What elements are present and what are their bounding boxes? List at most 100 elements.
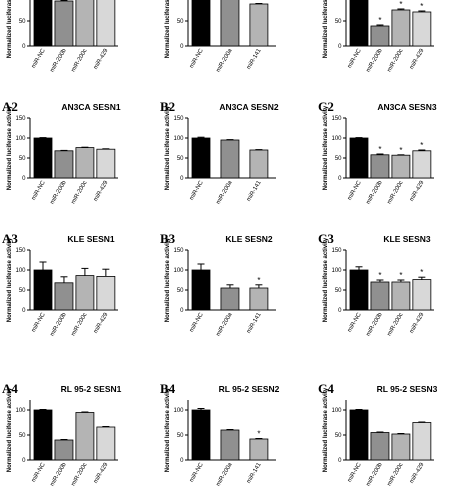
significance-star: * bbox=[399, 0, 402, 9]
category-label: miR-141 bbox=[246, 47, 263, 70]
category-label: miR-200a bbox=[215, 311, 234, 337]
panel-title: AN3CA SESN1 bbox=[61, 102, 121, 112]
y-tick-label: 150 bbox=[173, 248, 184, 254]
category-label: miR-200c bbox=[387, 312, 405, 337]
significance-star: * bbox=[257, 430, 260, 439]
significance-star: * bbox=[420, 2, 423, 11]
y-tick-label: 0 bbox=[180, 458, 184, 464]
panel-a1: Normalized luciferase activity050100miR-… bbox=[0, 0, 158, 86]
category-label: miR-429 bbox=[93, 179, 110, 202]
y-tick-label: 50 bbox=[177, 433, 184, 439]
bar bbox=[33, 137, 53, 179]
category-label: miR-200a bbox=[215, 179, 234, 205]
bar bbox=[75, 275, 95, 311]
panel-title: KLE SESN1 bbox=[67, 234, 115, 244]
category-label: miR-200c bbox=[387, 48, 405, 73]
category-label: miR-141 bbox=[246, 461, 263, 484]
y-tick-label: 100 bbox=[15, 268, 26, 274]
category-label: miR-NC bbox=[189, 47, 205, 69]
category-label: miR-429 bbox=[409, 47, 426, 70]
significance-star: * bbox=[378, 145, 381, 154]
y-axis-label: Normalized luciferase activity bbox=[7, 105, 13, 190]
bar bbox=[412, 11, 432, 47]
bar bbox=[349, 137, 369, 179]
y-tick-label: 50 bbox=[19, 433, 26, 439]
significance-star: * bbox=[420, 141, 423, 150]
category-label: miR-429 bbox=[409, 179, 426, 202]
y-tick-label: 0 bbox=[338, 458, 342, 464]
panel-a3: A3 KLE SESN1 Normalized luciferase activ… bbox=[0, 232, 158, 350]
bar bbox=[412, 422, 432, 461]
y-axis-label: Normalized luciferase activity bbox=[323, 0, 329, 58]
panel-letter: B4 bbox=[160, 381, 176, 396]
bar bbox=[220, 0, 240, 47]
y-tick-label: 0 bbox=[338, 308, 342, 314]
y-axis-label: Normalized luciferase activity bbox=[165, 237, 171, 322]
y-axis-label: Normalized luciferase activity bbox=[7, 237, 13, 322]
category-label: miR-NC bbox=[347, 461, 363, 483]
panel-a2: A2 AN3CA SESN1 Normalized luciferase act… bbox=[0, 100, 158, 218]
bar bbox=[249, 438, 269, 461]
y-tick-label: 100 bbox=[331, 136, 342, 142]
bar bbox=[391, 154, 411, 179]
significance-star: * bbox=[378, 16, 381, 25]
y-tick-label: 100 bbox=[173, 408, 184, 414]
bar bbox=[249, 149, 269, 179]
y-axis-label: Normalized luciferase activity bbox=[323, 387, 329, 472]
significance-star: * bbox=[378, 271, 381, 280]
panel-letter: C2 bbox=[318, 99, 334, 114]
panel-c2: C2 AN3CA SESN3 Normalized luciferase act… bbox=[316, 100, 474, 218]
bar bbox=[220, 139, 240, 179]
category-label: miR-429 bbox=[93, 461, 110, 484]
bar bbox=[191, 137, 211, 179]
y-tick-label: 50 bbox=[19, 156, 26, 162]
bar bbox=[391, 9, 411, 47]
figure-grid: Normalized luciferase activity 0 50 100 miR-… bbox=[0, 0, 474, 488]
panel-b1: Normalized luciferase activity050100miR-… bbox=[158, 0, 316, 86]
y-tick-label: 0 bbox=[180, 176, 184, 182]
bar bbox=[33, 0, 53, 47]
category-label: miR-NC bbox=[189, 179, 205, 201]
chart-b3: Normalized luciferase activity 0 50 100 150 m… bbox=[165, 237, 276, 338]
y-tick-label: 50 bbox=[177, 19, 184, 25]
category-label: miR-200c bbox=[387, 180, 405, 205]
y-tick-label: 100 bbox=[331, 408, 342, 414]
bar bbox=[96, 276, 116, 311]
y-tick-label: 100 bbox=[173, 136, 184, 142]
bar bbox=[191, 409, 211, 461]
panel-c4: C4 RL 95-2 SESN3 Normalized luciferase a… bbox=[316, 382, 474, 500]
panel-a4: A4 RL 95-2 SESN1 Normalized luciferase a… bbox=[0, 382, 158, 500]
category-label: miR-NC bbox=[31, 311, 47, 333]
category-label: miR-NC bbox=[347, 311, 363, 333]
y-axis-label: Normalized luciferase activity bbox=[323, 105, 329, 190]
chart-b1: Normalized luciferase activity050100miR-… bbox=[165, 0, 276, 74]
significance-star: * bbox=[399, 271, 402, 280]
category-label: miR-200b bbox=[49, 311, 68, 337]
category-label: miR-200c bbox=[71, 312, 89, 337]
y-axis-label: Normalized luciferase activity bbox=[7, 387, 13, 472]
y-axis-label: Normalized luciferase activity bbox=[165, 0, 171, 58]
bar bbox=[33, 409, 53, 461]
category-label: miR-NC bbox=[189, 311, 205, 333]
significance-star: * bbox=[257, 276, 260, 285]
category-label: miR-NC bbox=[31, 461, 47, 483]
bar bbox=[54, 0, 74, 47]
y-tick-label: 50 bbox=[335, 19, 342, 25]
bar bbox=[191, 0, 211, 47]
panel-title: AN3CA SESN2 bbox=[219, 102, 279, 112]
bar bbox=[54, 282, 74, 311]
bar bbox=[370, 154, 390, 179]
bar bbox=[96, 426, 116, 461]
bar bbox=[220, 429, 240, 461]
bar bbox=[370, 432, 390, 461]
y-tick-label: 0 bbox=[180, 308, 184, 314]
y-tick-label: 0 bbox=[22, 176, 26, 182]
y-tick-label: 150 bbox=[15, 248, 26, 254]
category-label: miR-NC bbox=[31, 179, 47, 201]
y-tick-label: 0 bbox=[180, 44, 184, 50]
bar bbox=[75, 147, 95, 179]
y-tick-label: 0 bbox=[22, 458, 26, 464]
y-axis-label: Normalized luciferase activity bbox=[165, 105, 171, 190]
chart-b4: Normalized luciferase activity 0 50 100 miR-… bbox=[165, 387, 276, 488]
bar bbox=[54, 150, 74, 179]
